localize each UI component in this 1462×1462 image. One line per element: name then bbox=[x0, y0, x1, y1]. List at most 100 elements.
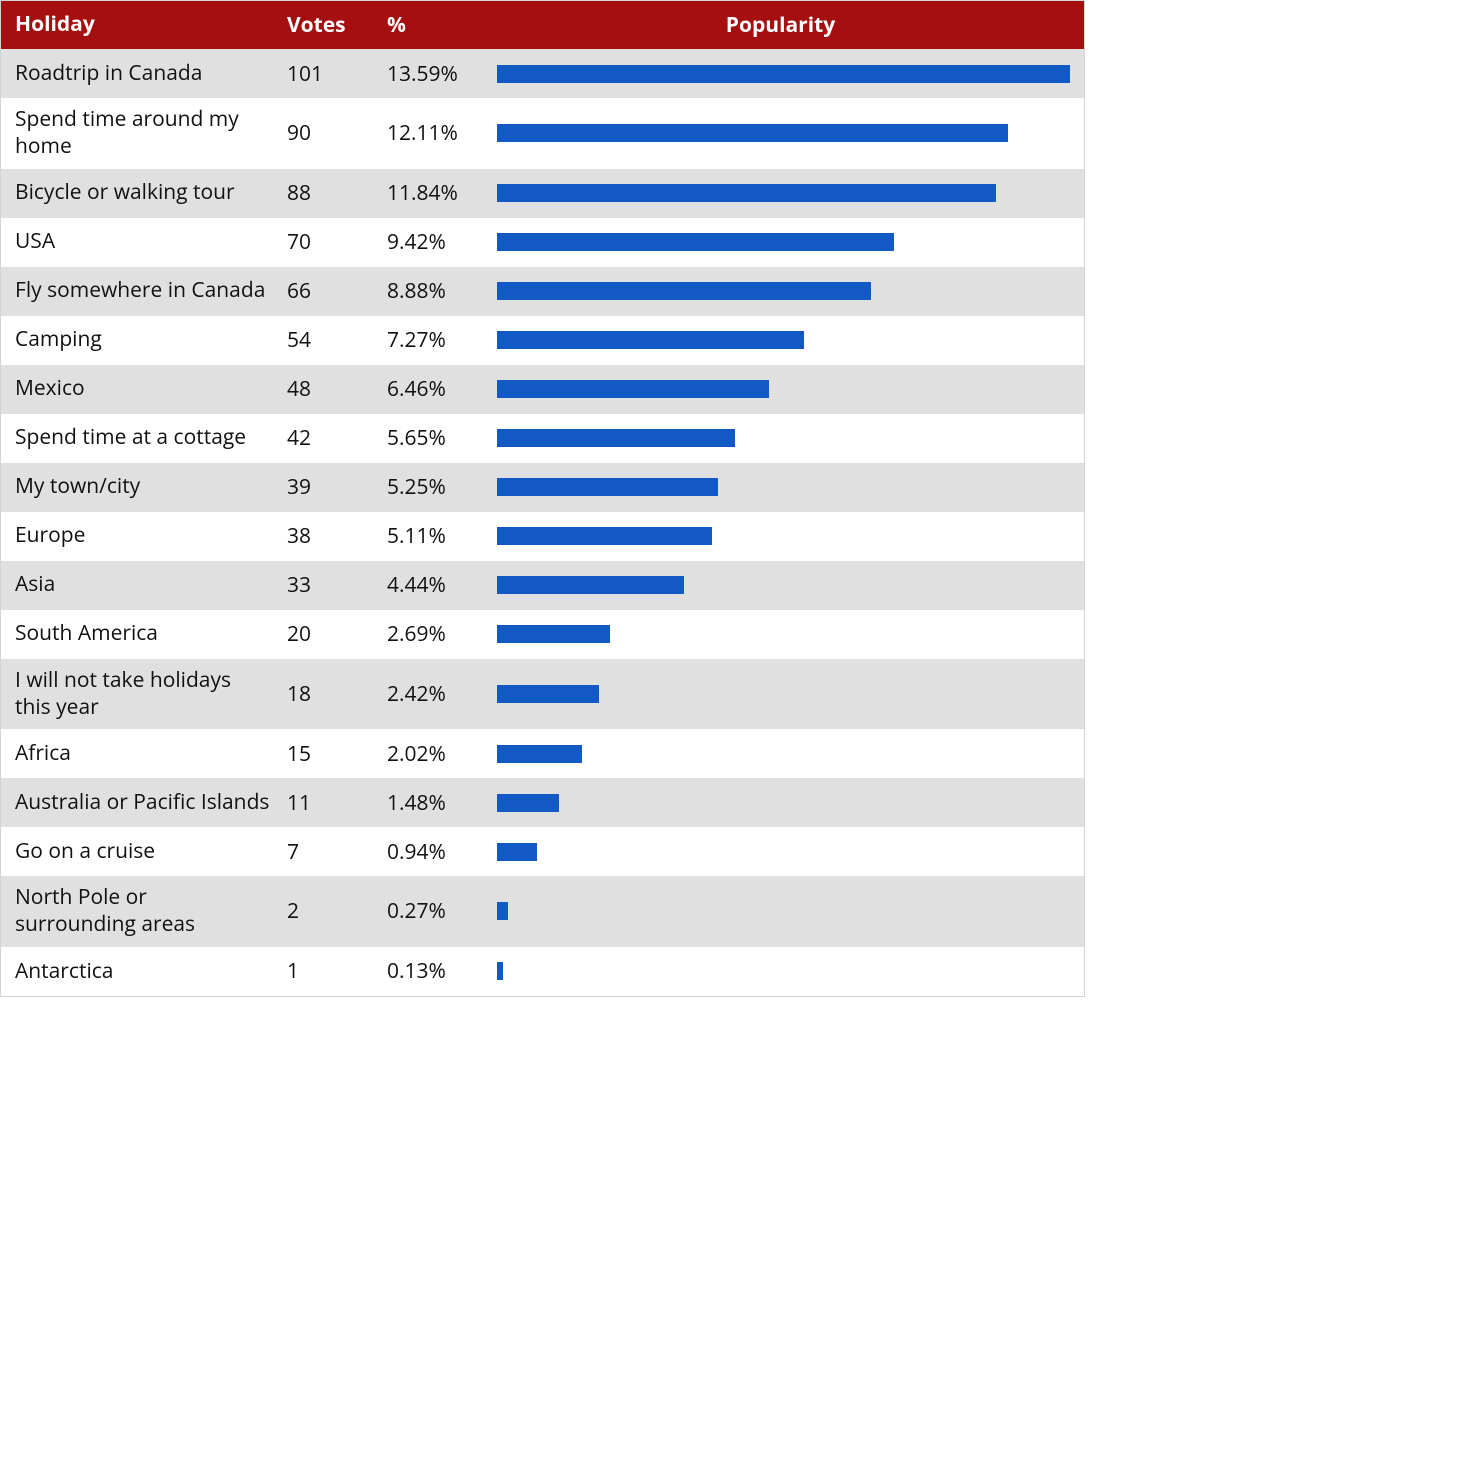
cell-holiday: Bicycle or walking tour bbox=[1, 179, 281, 206]
cell-percent: 4.44% bbox=[381, 571, 491, 599]
cell-holiday: Europe bbox=[1, 522, 281, 549]
cell-holiday: Antarctica bbox=[1, 958, 281, 985]
cell-popularity-bar bbox=[491, 794, 1084, 812]
bar-track bbox=[497, 184, 1070, 202]
bar-fill bbox=[497, 282, 871, 300]
cell-percent: 0.13% bbox=[381, 957, 491, 985]
bar-fill bbox=[497, 478, 718, 496]
table-body: Roadtrip in Canada10113.59%Spend time ar… bbox=[1, 49, 1084, 996]
bar-track bbox=[497, 331, 1070, 349]
cell-votes: 66 bbox=[281, 277, 381, 305]
table-row: Asia334.44% bbox=[1, 561, 1084, 610]
cell-holiday: USA bbox=[1, 228, 281, 255]
cell-holiday: Asia bbox=[1, 571, 281, 598]
cell-popularity-bar bbox=[491, 625, 1084, 643]
table-row: Bicycle or walking tour8811.84% bbox=[1, 169, 1084, 218]
table-row: Fly somewhere in Canada668.88% bbox=[1, 267, 1084, 316]
cell-holiday: Spend time at a cottage bbox=[1, 424, 281, 451]
bar-track bbox=[497, 576, 1070, 594]
table-row: South America202.69% bbox=[1, 610, 1084, 659]
bar-track bbox=[497, 745, 1070, 763]
cell-votes: 39 bbox=[281, 473, 381, 501]
bar-track bbox=[497, 685, 1070, 703]
cell-popularity-bar bbox=[491, 124, 1084, 142]
header-holiday: Holiday bbox=[1, 11, 281, 38]
bar-track bbox=[497, 478, 1070, 496]
table-row: Antarctica10.13% bbox=[1, 947, 1084, 996]
table-row: Africa152.02% bbox=[1, 729, 1084, 778]
cell-popularity-bar bbox=[491, 65, 1084, 83]
bar-fill bbox=[497, 902, 508, 920]
cell-votes: 11 bbox=[281, 789, 381, 817]
bar-fill bbox=[497, 331, 804, 349]
bar-fill bbox=[497, 184, 996, 202]
table-header-row: Holiday Votes % Popularity bbox=[1, 1, 1084, 49]
bar-track bbox=[497, 282, 1070, 300]
bar-track bbox=[497, 843, 1070, 861]
table-row: Australia or Pacific Islands111.48% bbox=[1, 778, 1084, 827]
table-row: Europe385.11% bbox=[1, 512, 1084, 561]
cell-popularity-bar bbox=[491, 380, 1084, 398]
header-percent: % bbox=[381, 11, 491, 39]
cell-votes: 2 bbox=[281, 897, 381, 925]
cell-holiday: Fly somewhere in Canada bbox=[1, 277, 281, 304]
cell-popularity-bar bbox=[491, 843, 1084, 861]
cell-holiday: Australia or Pacific Islands bbox=[1, 789, 281, 816]
cell-holiday: Camping bbox=[1, 326, 281, 353]
cell-percent: 2.42% bbox=[381, 680, 491, 708]
cell-percent: 11.84% bbox=[381, 179, 491, 207]
cell-percent: 5.11% bbox=[381, 522, 491, 550]
cell-holiday: Go on a cruise bbox=[1, 838, 281, 865]
bar-track bbox=[497, 65, 1070, 83]
cell-popularity-bar bbox=[491, 478, 1084, 496]
cell-percent: 2.02% bbox=[381, 740, 491, 768]
cell-popularity-bar bbox=[491, 184, 1084, 202]
bar-track bbox=[497, 902, 1070, 920]
bar-track bbox=[497, 380, 1070, 398]
cell-holiday: Roadtrip in Canada bbox=[1, 60, 281, 87]
cell-votes: 7 bbox=[281, 838, 381, 866]
bar-fill bbox=[497, 685, 599, 703]
cell-votes: 48 bbox=[281, 375, 381, 403]
cell-popularity-bar bbox=[491, 685, 1084, 703]
bar-fill bbox=[497, 576, 684, 594]
table-row: North Pole or surrounding areas20.27% bbox=[1, 876, 1084, 947]
bar-track bbox=[497, 124, 1070, 142]
table-row: Mexico486.46% bbox=[1, 365, 1084, 414]
cell-votes: 42 bbox=[281, 424, 381, 452]
cell-votes: 54 bbox=[281, 326, 381, 354]
cell-popularity-bar bbox=[491, 962, 1084, 980]
poll-results-table: Holiday Votes % Popularity Roadtrip in C… bbox=[0, 0, 1085, 997]
cell-percent: 5.25% bbox=[381, 473, 491, 501]
bar-fill bbox=[497, 625, 610, 643]
bar-fill bbox=[497, 794, 559, 812]
bar-fill bbox=[497, 429, 735, 447]
bar-track bbox=[497, 625, 1070, 643]
cell-votes: 15 bbox=[281, 740, 381, 768]
table-row: Roadtrip in Canada10113.59% bbox=[1, 49, 1084, 98]
cell-percent: 8.88% bbox=[381, 277, 491, 305]
cell-percent: 0.94% bbox=[381, 838, 491, 866]
cell-percent: 6.46% bbox=[381, 375, 491, 403]
cell-votes: 38 bbox=[281, 522, 381, 550]
cell-holiday: Africa bbox=[1, 740, 281, 767]
cell-votes: 1 bbox=[281, 957, 381, 985]
table-row: I will not take holidays this year182.42… bbox=[1, 659, 1084, 730]
cell-votes: 20 bbox=[281, 620, 381, 648]
cell-votes: 33 bbox=[281, 571, 381, 599]
table-row: Spend time around my home9012.11% bbox=[1, 98, 1084, 169]
table-row: My town/city395.25% bbox=[1, 463, 1084, 512]
cell-popularity-bar bbox=[491, 331, 1084, 349]
cell-popularity-bar bbox=[491, 429, 1084, 447]
header-votes: Votes bbox=[281, 11, 381, 39]
cell-percent: 5.65% bbox=[381, 424, 491, 452]
cell-votes: 88 bbox=[281, 179, 381, 207]
cell-votes: 70 bbox=[281, 228, 381, 256]
bar-track bbox=[497, 962, 1070, 980]
bar-track bbox=[497, 527, 1070, 545]
cell-popularity-bar bbox=[491, 902, 1084, 920]
table-row: Camping547.27% bbox=[1, 316, 1084, 365]
bar-fill bbox=[497, 843, 537, 861]
cell-popularity-bar bbox=[491, 576, 1084, 594]
cell-percent: 13.59% bbox=[381, 60, 491, 88]
